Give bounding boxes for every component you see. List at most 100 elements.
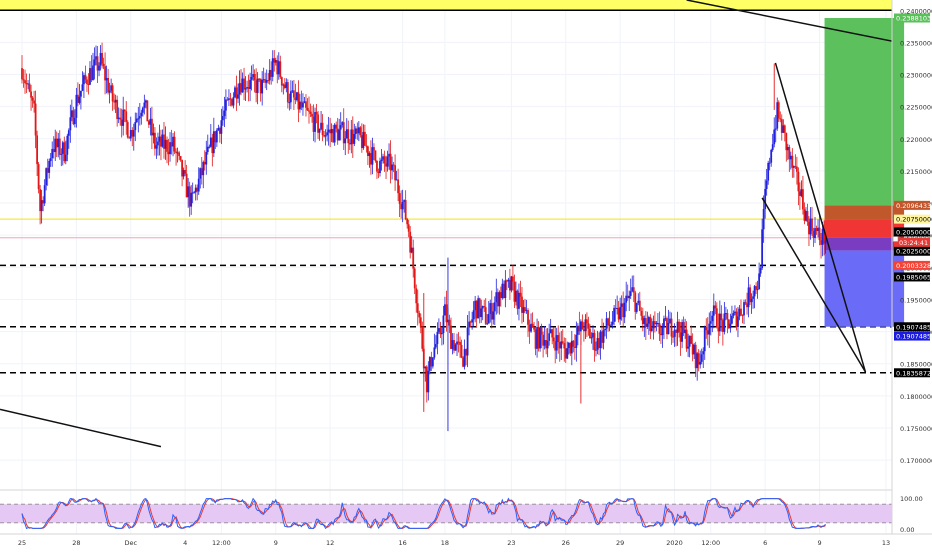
wedge-upper-line[interactable]: [774, 62, 867, 373]
candle-body: [114, 99, 117, 103]
candle-body: [554, 341, 557, 351]
candle-body: [315, 112, 318, 115]
candle-body: [185, 173, 188, 198]
countdown-box[interactable]: [894, 237, 930, 247]
candle-body: [676, 321, 679, 333]
stop-zone[interactable]: [824, 250, 905, 327]
time-tick-label: 25: [18, 539, 26, 547]
price-label-box[interactable]: [894, 368, 930, 378]
candle-body: [221, 116, 224, 121]
candle-body: [805, 211, 807, 221]
candle-body: [34, 103, 37, 136]
candle-body: [351, 129, 354, 144]
candle-body: [638, 300, 641, 311]
candle-body: [454, 344, 457, 351]
candle-body: [96, 56, 99, 71]
price-label-box[interactable]: [894, 260, 930, 270]
entry-zone[interactable]: [824, 219, 905, 238]
candle-body: [246, 87, 248, 89]
price-tick-label: 0.22500000: [900, 104, 932, 112]
time-tick-label: 18: [441, 539, 449, 547]
candle-body: [412, 247, 415, 269]
candle-body: [276, 60, 279, 75]
candle-body: [270, 69, 273, 77]
candle-body: [647, 317, 650, 324]
candle-body: [750, 298, 753, 303]
partial-target-zone[interactable]: [824, 205, 905, 220]
candle-body: [480, 308, 483, 318]
candle-body: [335, 124, 338, 129]
candle-body: [184, 170, 187, 174]
candle-body: [637, 300, 640, 303]
trend-lines[interactable]: [0, 0, 892, 448]
price-label-box[interactable]: [894, 227, 930, 237]
wedge-lower-line[interactable]: [761, 197, 867, 373]
candle-body: [116, 99, 119, 119]
candle-body: [321, 122, 324, 136]
candle-body: [768, 162, 771, 164]
candle-body: [720, 313, 723, 321]
candle-body: [466, 327, 469, 356]
candle-body: [196, 187, 199, 192]
candle-body: [814, 228, 816, 238]
candle-body: [188, 186, 191, 207]
candle-body: [483, 306, 486, 308]
candle-body: [477, 298, 480, 319]
horizontal-levels[interactable]: [0, 218, 892, 374]
candle-body: [181, 159, 184, 177]
candle-body: [424, 366, 427, 369]
candle-body: [557, 335, 560, 343]
candle-body: [644, 318, 647, 327]
price-label-box[interactable]: [894, 214, 930, 224]
candle-body: [592, 332, 594, 338]
price-label-box[interactable]: [894, 200, 930, 210]
candle-body: [545, 340, 548, 349]
candle-body: [137, 118, 140, 120]
candle-body: [767, 162, 770, 181]
candle-body: [28, 83, 31, 92]
candle-body: [289, 91, 292, 103]
candle-body: [567, 342, 570, 349]
candle-body: [31, 97, 34, 101]
candle-body: [253, 74, 256, 81]
candle-body: [258, 78, 261, 80]
candle-body: [444, 304, 446, 316]
candle-body: [80, 90, 82, 97]
candle-body: [726, 313, 729, 320]
candle-body: [456, 341, 458, 345]
candle-body: [135, 118, 138, 123]
candle-body: [117, 117, 120, 119]
candle-body: [194, 187, 197, 193]
price-label-box[interactable]: [894, 272, 930, 282]
price-tick-label: 0.24000000: [900, 7, 932, 15]
price-label-text: 0.20750000: [896, 216, 932, 224]
candle-body: [622, 303, 625, 318]
trend-line-lower-left[interactable]: [0, 408, 162, 448]
candle-body: [776, 102, 779, 129]
close-icon[interactable]: [892, 236, 899, 242]
price-label-box[interactable]: [894, 331, 930, 341]
price-label-text: 0.18358721: [896, 369, 932, 377]
long-position-tool[interactable]: [824, 17, 905, 327]
candle-body: [728, 319, 730, 329]
price-label-box[interactable]: [894, 13, 930, 23]
candle-body: [623, 302, 626, 318]
entry-stop-zone[interactable]: [824, 237, 905, 251]
candle-body: [247, 87, 250, 89]
time-axis[interactable]: 25 28 Dec 4 12:00 9 12 16 18 23 26 29 2020 12:00 6 9 13: [0, 533, 932, 547]
candle-body: [197, 178, 200, 192]
price-label-box[interactable]: [894, 322, 930, 332]
candle-body: [605, 318, 608, 329]
candle-body: [721, 320, 724, 332]
trend-line-top-right[interactable]: [686, 0, 892, 42]
price-label-text: 0.23881032: [896, 14, 932, 22]
candle-body: [243, 78, 245, 90]
candle-body: [797, 171, 800, 192]
price-label-box[interactable]: [894, 246, 930, 256]
candle-body: [601, 331, 603, 343]
candle-body: [777, 102, 780, 119]
price-axis[interactable]: 0.24000000 0.23500000 0.23000000 0.22500000…: [891, 0, 932, 534]
target-zone[interactable]: [824, 17, 905, 206]
candle-body: [285, 82, 288, 88]
